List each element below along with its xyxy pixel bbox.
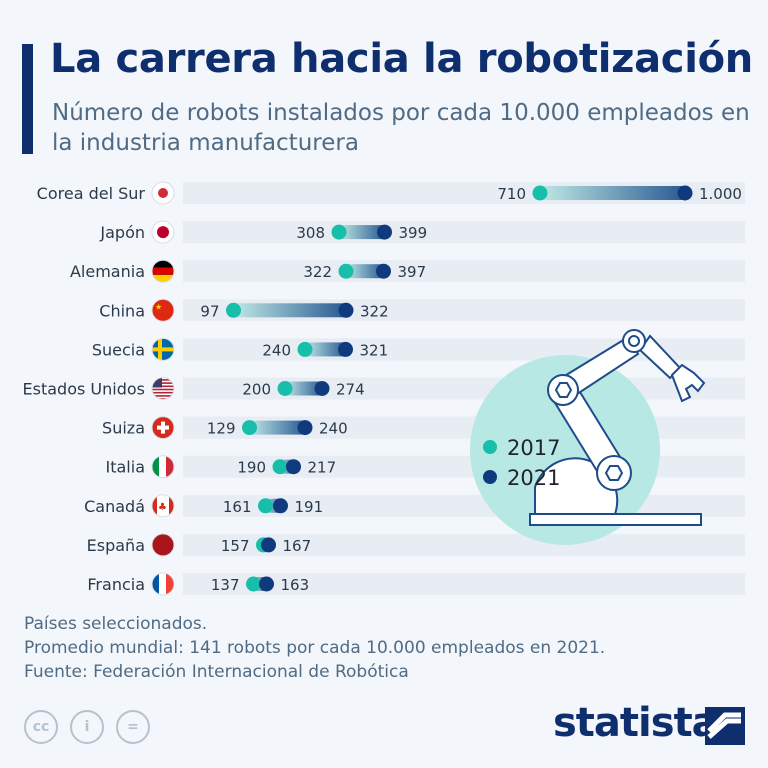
flag-icon (151, 259, 175, 283)
value-label-2017: 308 (296, 224, 325, 242)
value-label-2021: 240 (319, 420, 348, 438)
flag-icon: ♣ (151, 494, 175, 518)
category-label: España (87, 536, 145, 555)
category-label: Japón (99, 223, 145, 242)
value-label-2017: 129 (207, 420, 236, 438)
range-bar (305, 342, 346, 357)
point-2017 (272, 459, 288, 475)
category-label: Francia (87, 575, 145, 594)
point-2017 (297, 341, 313, 357)
point-2021 (338, 341, 353, 357)
value-label-2017: 157 (221, 537, 250, 555)
point-2021 (297, 420, 313, 436)
attribution-icon[interactable]: i (70, 710, 104, 744)
category-label: Corea del Sur (37, 184, 146, 203)
value-label-2017: 200 (242, 381, 271, 399)
point-2021 (677, 185, 693, 201)
range-bar (249, 420, 305, 435)
statista-logo[interactable]: statista (553, 700, 719, 746)
value-label-2021: 167 (283, 537, 312, 555)
point-2017 (338, 263, 354, 279)
point-2017 (258, 498, 273, 514)
flag-icon (151, 572, 175, 596)
value-label-2017: 137 (211, 576, 240, 594)
value-label-2021: 397 (398, 263, 427, 281)
point-2021 (259, 576, 274, 592)
row-background (183, 455, 745, 478)
point-2021 (273, 498, 288, 514)
point-2021 (338, 302, 354, 318)
range-bar (346, 264, 384, 279)
point-2021 (376, 263, 391, 279)
chart-title: La carrera hacia la robotización (50, 36, 753, 82)
range-bar (233, 303, 346, 318)
point-2017 (532, 185, 548, 201)
value-label-2021: 399 (399, 224, 428, 242)
legend-marker-2021 (483, 470, 497, 484)
value-label-2017: 161 (223, 498, 252, 516)
row-background (183, 260, 745, 283)
value-label-2021: 321 (360, 341, 389, 359)
point-2017 (246, 576, 261, 592)
category-label: Suiza (102, 419, 145, 438)
category-label: Italia (106, 458, 146, 477)
category-label: China (99, 301, 145, 320)
statista-logo-mark (705, 707, 745, 745)
flag-icon (151, 416, 175, 440)
point-2021 (286, 459, 301, 475)
flag-icon: ★ (151, 298, 175, 322)
point-2017 (331, 224, 347, 240)
svg-text:★: ★ (155, 302, 162, 311)
value-label-2021: 217 (308, 459, 337, 477)
title-accent-bar (22, 44, 33, 154)
point-2017 (242, 420, 257, 436)
value-label-2021: 322 (360, 302, 389, 320)
category-label: Canadá (84, 497, 145, 516)
value-label-2017: 97 (200, 302, 219, 320)
flag-icon (151, 337, 175, 361)
point-2017 (226, 302, 241, 318)
value-label-2017: 190 (237, 459, 266, 477)
row-background (183, 221, 745, 244)
flag-icon (151, 181, 175, 205)
range-bar (540, 186, 685, 200)
value-label-2017: 240 (262, 341, 291, 359)
value-label-2021: 274 (336, 381, 365, 399)
note-average: Promedio mundial: 141 robots por cada 10… (24, 638, 606, 658)
chart-subtitle: Número de robots instalados por cada 10.… (52, 100, 750, 156)
legend-label-2017: 2017 (507, 436, 560, 460)
range-bar (339, 225, 385, 240)
point-2021 (261, 537, 276, 553)
range-bar (285, 381, 322, 396)
flag-icon (151, 377, 175, 400)
svg-text:♣: ♣ (158, 502, 167, 513)
point-2017 (277, 381, 293, 396)
note-selection: Países seleccionados. (24, 614, 208, 634)
category-label: Alemania (70, 262, 145, 281)
category-label: Suecia (92, 340, 145, 359)
note-source: Fuente: Federación Internacional de Robó… (24, 662, 409, 682)
row-background (183, 573, 745, 595)
row-background (183, 533, 745, 556)
robot-arm-illustration: 2017 2021 (470, 329, 706, 545)
value-label-2017: 322 (303, 263, 332, 281)
value-label-2021: 1.000 (699, 185, 742, 203)
value-label-2021: 191 (295, 498, 324, 516)
no-derivatives-icon[interactable]: = (116, 710, 150, 744)
point-2021 (314, 381, 330, 396)
value-label-2017: 710 (497, 185, 526, 203)
legend-label-2021: 2021 (507, 466, 560, 490)
point-2021 (377, 224, 392, 240)
flag-icon (151, 455, 175, 479)
category-label: Estados Unidos (23, 380, 145, 399)
flag-icon (151, 220, 175, 244)
footnotes: Países seleccionados. Promedio mundial: … (24, 612, 605, 684)
legend-marker-2017 (483, 440, 497, 454)
creative-commons-icon[interactable]: cc (24, 710, 58, 744)
flag-icon (151, 533, 175, 557)
value-label-2021: 163 (281, 576, 310, 594)
